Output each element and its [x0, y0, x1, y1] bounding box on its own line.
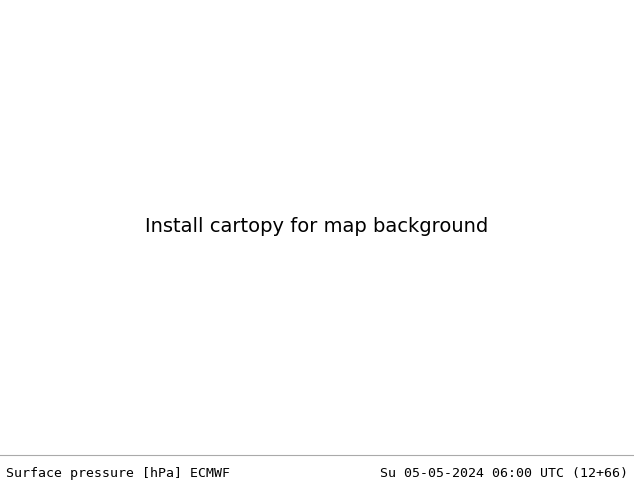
Text: Su 05-05-2024 06:00 UTC (12+66): Su 05-05-2024 06:00 UTC (12+66)	[380, 467, 628, 480]
Text: Install cartopy for map background: Install cartopy for map background	[145, 217, 489, 236]
Text: Surface pressure [hPa] ECMWF: Surface pressure [hPa] ECMWF	[6, 467, 230, 480]
